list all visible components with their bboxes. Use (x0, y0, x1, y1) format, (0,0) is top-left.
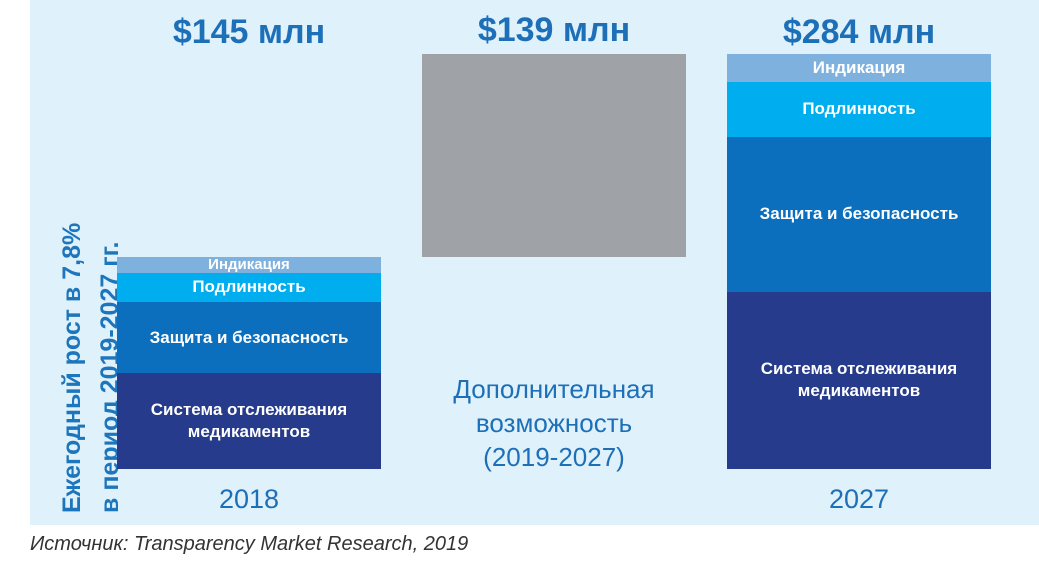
total-label-2018: $145 млн (172, 13, 326, 51)
opportunity-caption: Дополнительная возможность (2019-2027) (422, 372, 686, 474)
segment-label-line-1: Подлинность (192, 277, 306, 297)
segment-2027-4: Индикация (727, 54, 991, 83)
opportunity-bar (422, 54, 686, 258)
opportunity-total-label: $139 млн (477, 11, 631, 49)
segment-2027-2: Защита и безопасность (727, 136, 991, 292)
segment-2018-4: Индикация (117, 257, 381, 273)
x-tick-2018: 2018 (218, 484, 280, 514)
segment-label-line-2: медикаментов (797, 381, 921, 401)
y-axis-title: Ежегодный рост в 7,8% в период 2019-2027… (30, 0, 130, 525)
segment-label-line-1: Защита и безопасность (149, 327, 349, 347)
segment-label: Система отслеживания медикаментов (761, 358, 957, 402)
source-note: Источник: Transparency Market Research, … (30, 533, 469, 555)
segment-label: Система отслеживания медикаментов (151, 399, 347, 443)
segment-label: Подлинность (802, 98, 915, 120)
opportunity-caption-line-3: (2019-2027) (483, 442, 625, 472)
segment-2018-2: Защита и безопасность (117, 301, 381, 374)
segment-label-line-1: Система отслеживания (150, 400, 348, 420)
x-tick-2027: 2027 (828, 484, 890, 514)
segment-label: Защита и безопасность (760, 203, 959, 225)
segment-label-line-1: Защита и безопасность (759, 204, 959, 224)
segment-2027-1: Система отслеживания медикаментов (727, 291, 991, 469)
segment-2027-3: Подлинность (727, 82, 991, 137)
opportunity-caption-line-1: Дополнительная (453, 374, 655, 404)
segment-label-line-1: Индикация (812, 58, 906, 78)
total-label-2027: $284 млн (782, 13, 936, 51)
bar-2018: Система отслеживания медикаментов Защита и… (117, 257, 381, 469)
chart-panel: Ежегодный рост в 7,8% в период 2019-2027… (30, 0, 1039, 525)
segment-2018-1: Система отслеживания медикаментов (117, 373, 381, 469)
opportunity-caption-line-2: возможность (475, 408, 633, 438)
segment-label: Индикация (813, 57, 906, 79)
segment-label-line-1: Система отслеживания (760, 359, 958, 379)
y-axis-title-line-1: Ежегодный рост в 7,8% (58, 222, 86, 513)
segment-label: Индикация (208, 257, 290, 272)
segment-label-line-1: Индикация (208, 257, 290, 273)
segment-2018-3: Подлинность (117, 272, 381, 302)
segment-label-line-1: Подлинность (802, 99, 916, 119)
segment-label-line-2: медикаментов (187, 422, 311, 442)
segment-label: Защита и безопасность (150, 327, 349, 349)
segment-label: Подлинность (192, 276, 305, 298)
bar-2027: Система отслеживания медикаментов Защита и… (727, 54, 991, 469)
